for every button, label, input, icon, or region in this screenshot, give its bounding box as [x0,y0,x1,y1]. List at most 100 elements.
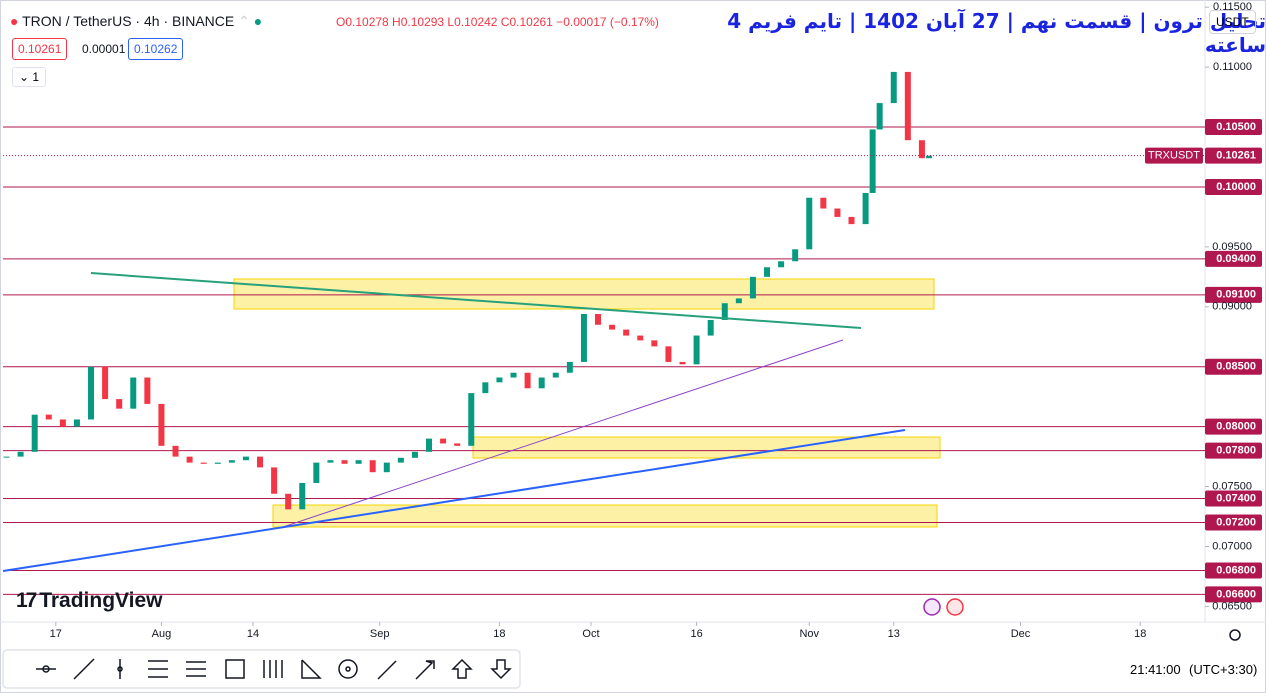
x-tick-label: Oct [582,628,599,640]
tool-icon[interactable] [415,660,435,680]
tool-icon[interactable] [148,660,168,678]
candle [693,335,700,365]
indicators-toggle[interactable]: ⌄ 1 [12,67,47,87]
event-icon[interactable] [923,598,941,616]
level-label-bg [1205,490,1262,507]
candle [764,267,771,277]
tool-icon[interactable] [73,658,95,680]
candle [566,361,573,373]
candle [707,319,714,336]
level-label-bg [1205,418,1262,435]
level-label-bg [1205,586,1262,603]
candle [45,414,52,420]
candle [102,366,109,400]
candle [862,192,869,225]
candle [848,216,855,225]
candle [538,377,545,389]
tool-icon[interactable] [338,659,358,679]
candle [116,399,123,409]
tool-icon[interactable] [490,659,512,680]
candle [327,460,334,463]
candle [355,460,362,464]
candle [242,456,249,461]
candle [806,197,813,250]
x-tick-label: 18 [493,628,505,640]
candle [186,456,193,463]
candle [397,457,404,463]
candle [890,71,897,104]
bid[interactable]: 0.10261 [12,38,68,60]
candle [299,482,306,510]
trend-line [279,339,844,529]
x-tick-label: Dec [1011,628,1031,640]
level-label: 0.06600 [1216,588,1256,600]
y-tick-label: 0.07500 [1212,480,1252,492]
level-label: 0.10500 [1216,121,1256,133]
candle [3,456,10,458]
symbol: ● TRON / TetherUS · 4h · BINANCE ⌃ ● [10,13,263,29]
candle [792,249,799,262]
candle [130,377,137,409]
candle [158,403,165,446]
candle [482,382,489,394]
tool-icon[interactable] [186,661,206,677]
candle [285,493,292,510]
tool-icon[interactable] [117,659,123,679]
ohlc: O0.10278 H0.10293 L0.10242 C0.10261 −0.0… [336,15,659,29]
trend-line [90,272,862,329]
level-label: 0.07200 [1216,516,1256,528]
x-tick-label: 17 [50,628,62,640]
candle [918,140,925,159]
x-tick-label: 14 [247,628,259,640]
x-tick-label: 13 [888,628,900,640]
level-label-bg [1205,286,1262,303]
logo: 17 TradingView [16,589,163,612]
ask[interactable]: 0.10262 [128,38,184,60]
spread: 0.00001 [82,42,126,56]
candle [59,419,66,427]
candle [88,366,95,420]
zone [272,504,938,528]
currency[interactable]: USDT [1209,10,1256,34]
toolbar [2,598,1241,689]
candle [31,414,38,452]
level-label-bg [1205,178,1262,195]
trend-line [2,429,906,572]
tool-icon[interactable] [451,658,473,679]
candle [172,445,179,457]
last-price-name: TRXUSDT [1148,150,1200,162]
y-tick-label: 0.06500 [1212,600,1252,612]
candle [876,103,883,130]
tool-icon[interactable] [301,659,322,679]
level-label-bg [1205,442,1262,459]
time: 21:41:00 [1130,662,1181,677]
title: تحلیل ترون | قسمت نهم | 27 آبان 1402 | ت… [727,9,1266,57]
candle [735,298,742,304]
event-icon[interactable] [946,598,964,616]
candle [609,324,616,330]
level-label: 0.08000 [1216,421,1256,433]
candle [257,456,264,468]
settings-icon[interactable] [1229,629,1241,641]
tool-icon[interactable] [377,660,397,680]
candle [552,372,559,378]
tool-icon[interactable] [263,660,283,678]
candle [524,372,531,389]
candle [778,261,785,268]
level-label-bg [1205,514,1262,531]
candle [869,129,876,193]
level-label-bg [1205,358,1262,375]
candle [454,443,461,446]
tool-icon[interactable] [36,665,56,673]
candle [468,393,475,446]
tool-icon[interactable] [225,659,245,679]
x-tick-label: 18 [1134,628,1146,640]
x-tick-label: 16 [690,628,702,640]
candle [73,419,80,427]
level-label-bg [1205,250,1262,267]
candle [383,462,390,473]
x-tick-label: Aug [152,628,172,640]
zone [233,278,935,310]
candle [440,438,447,444]
